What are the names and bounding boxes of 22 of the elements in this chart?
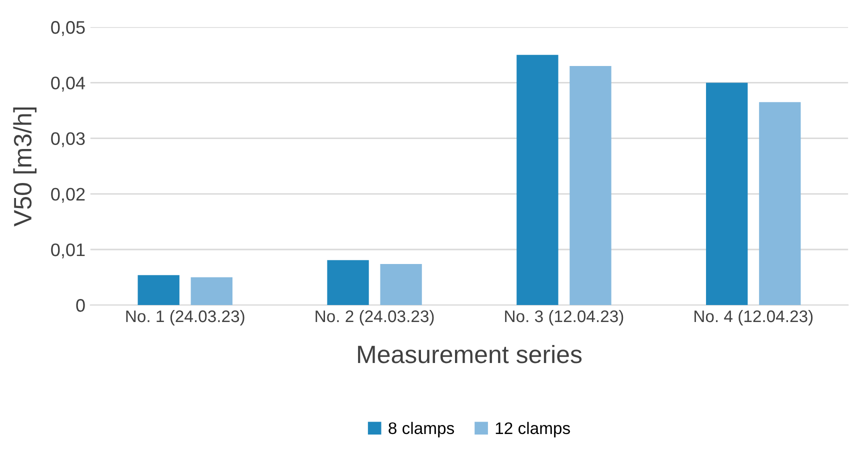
bar [759, 102, 801, 306]
y-tick-label: 0,01 [51, 243, 85, 258]
x-tick-label: No. 1 (24.03.23) [126, 310, 244, 326]
bar [327, 260, 369, 306]
x-axis-title: Measurement series [358, 344, 582, 364]
y-axis-title: V50 [m3/h] [13, 107, 37, 226]
legend-label: 12 clamps [496, 422, 570, 438]
x-tick-label: No. 4 (12.04.23) [694, 310, 813, 326]
y-tick-label: 0,02 [51, 188, 85, 203]
bar [570, 66, 612, 306]
bar [138, 275, 180, 306]
legend-label: 8 clamps [388, 422, 454, 438]
y-tick-label: 0,04 [51, 76, 86, 92]
bar [706, 82, 748, 306]
bar [516, 54, 558, 306]
bar [190, 277, 232, 306]
y-tick-label: 0,03 [51, 132, 85, 148]
y-tick-label: 0 [76, 299, 85, 312]
bar [380, 264, 422, 306]
y-tick-label: 0,05 [51, 21, 85, 36]
x-tick-label: No. 2 (24.03.23) [316, 310, 434, 326]
x-tick-label: No. 3 (12.04.23) [505, 310, 624, 326]
